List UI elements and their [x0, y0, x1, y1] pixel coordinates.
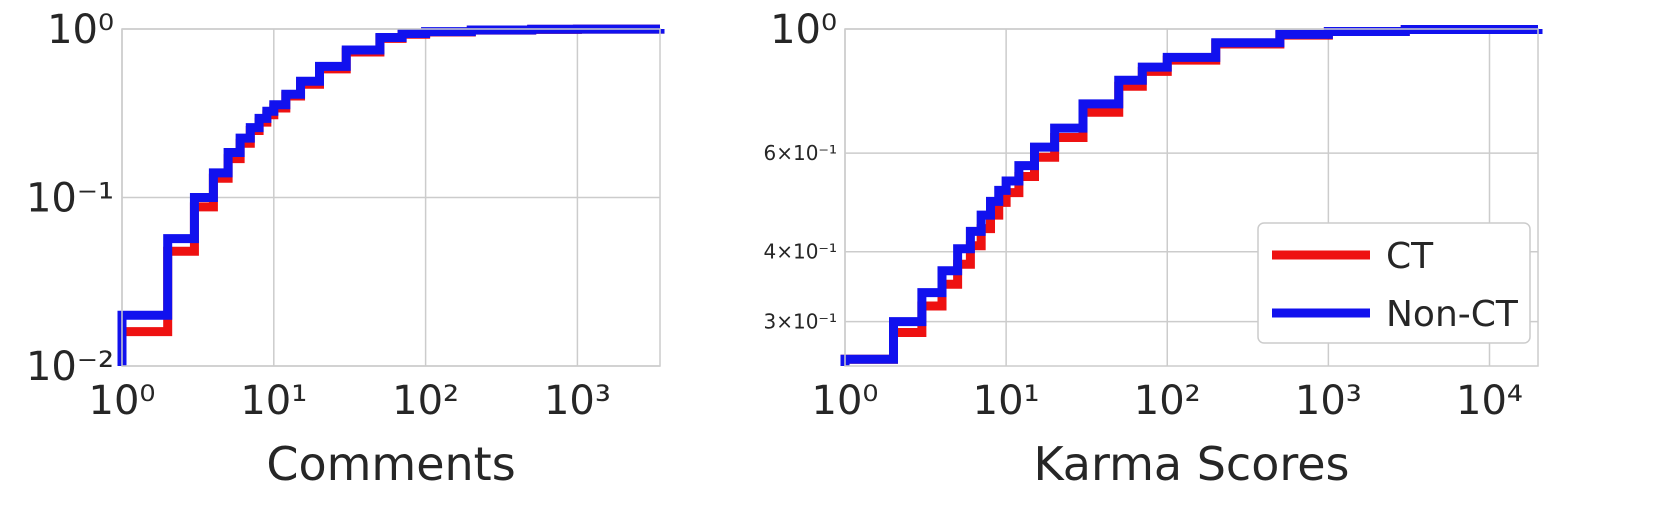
x-tick-label: 10⁰ [89, 378, 156, 424]
x-axis-label: Karma Scores [1033, 437, 1349, 491]
series-line-non-ct [840, 24, 1543, 366]
series-line-series-2 [117, 24, 665, 366]
legend-label-non-ct: Non-CT [1386, 294, 1519, 335]
legend-label-ct: CT [1386, 236, 1434, 277]
y-tick-label: 10⁻² [26, 344, 114, 390]
y-tick-label: 4×10⁻¹ [763, 240, 837, 264]
x-tick-label: 10² [1134, 378, 1201, 424]
y-tick-label: 10⁰ [47, 7, 114, 53]
plot-frame [121, 28, 661, 367]
legend: CT Non-CT [1257, 222, 1531, 344]
y-tick-label: 10⁰ [770, 7, 837, 53]
y-tick-label: 6×10⁻¹ [763, 141, 837, 165]
x-tick-label: 10³ [1295, 378, 1362, 424]
karma-scores-cdf-chart: 10⁰ 10¹ 10² 10³ 10⁴ 3×10⁻¹ 4×10⁻¹ 6×10⁻¹ 10⁰ Karm… [763, 7, 1543, 491]
plot-frame [844, 28, 1539, 367]
x-tick-label: 10³ [544, 378, 611, 424]
series-group [117, 24, 665, 366]
x-axis-label: Comments [266, 437, 515, 491]
x-tick-label: 10⁴ [1456, 378, 1523, 424]
x-tick-label: 10⁰ [812, 378, 879, 424]
x-tick-label: 10¹ [973, 378, 1040, 424]
y-tick-label: 3×10⁻¹ [763, 310, 837, 334]
series-group [840, 24, 1543, 366]
x-tick-label: 10² [392, 378, 459, 424]
y-tick-label: 10⁻¹ [26, 176, 114, 222]
x-tick-label: 10¹ [240, 378, 307, 424]
comments-cdf-chart: 10⁰ 10¹ 10² 10³ 10⁻² 10⁻¹ 10⁰ Comments [26, 7, 665, 491]
